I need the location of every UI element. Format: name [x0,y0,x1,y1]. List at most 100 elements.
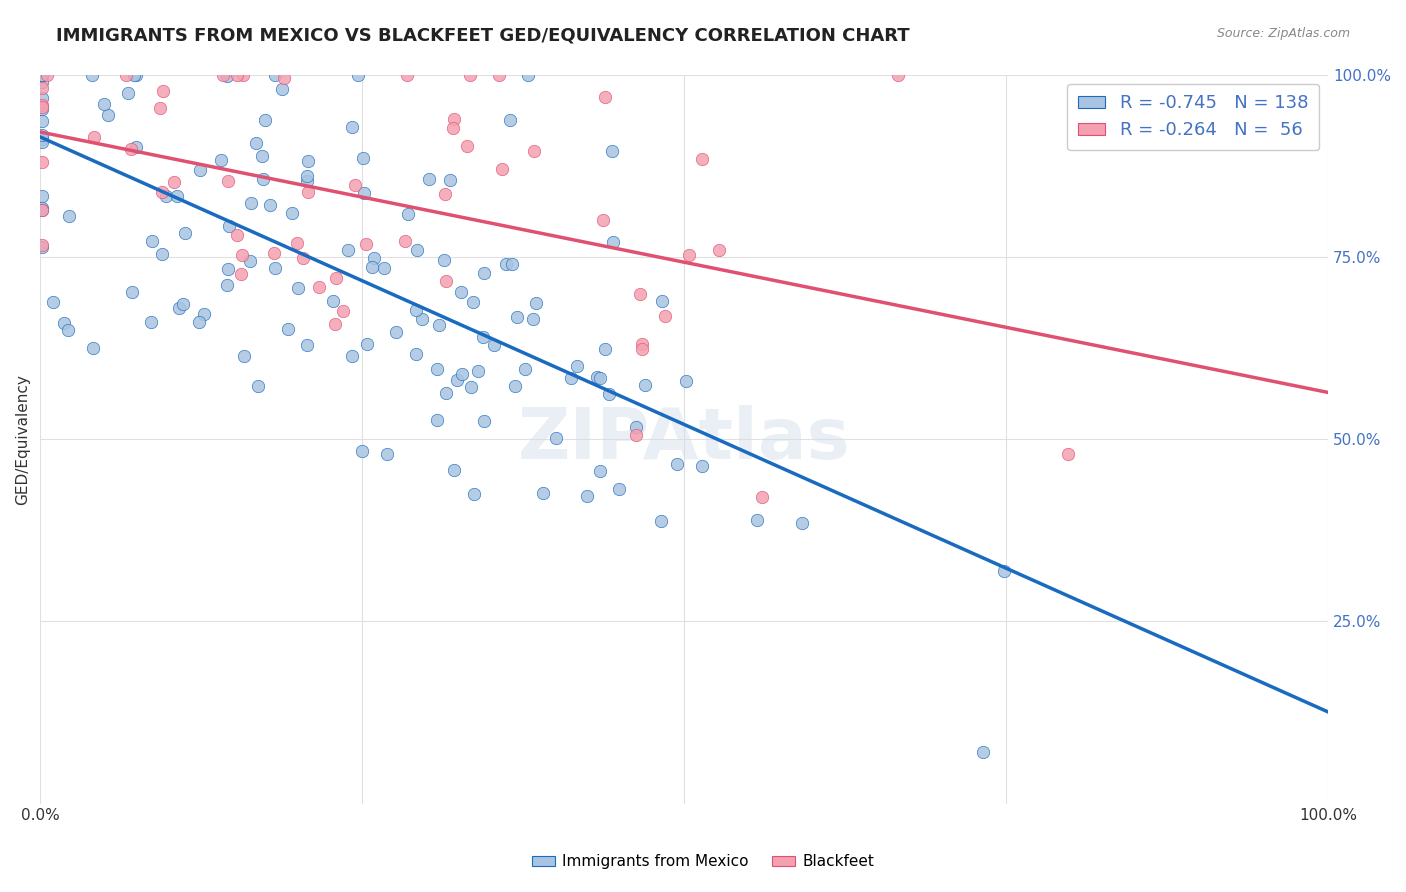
Blackfeet [456,138,478,153]
Immigrants from Mexico [31,68,53,82]
Immigrants from Mexico [471,330,494,344]
Immigrants from Mexico [501,257,523,271]
Immigrants from Mexico [245,136,267,150]
Immigrants from Mexico [418,172,440,186]
Immigrants from Mexico [124,68,146,82]
Immigrants from Mexico [524,295,547,310]
Immigrants from Mexico [352,444,374,458]
Immigrants from Mexico [173,226,195,240]
Immigrants from Mexico [513,362,536,376]
Immigrants from Mexico [396,207,419,221]
Immigrants from Mexico [31,202,53,216]
Blackfeet [751,490,773,504]
Immigrants from Mexico [565,359,588,374]
Immigrants from Mexico [531,486,554,500]
Blackfeet [31,203,53,218]
Blackfeet [292,251,315,265]
Immigrants from Mexico [56,323,79,337]
Blackfeet [231,248,253,262]
Immigrants from Mexico [472,266,495,280]
Immigrants from Mexico [31,240,53,254]
Immigrants from Mexico [233,349,256,363]
Immigrants from Mexico [217,262,239,277]
Blackfeet [488,68,510,82]
Text: Source: ZipAtlas.com: Source: ZipAtlas.com [1216,27,1350,40]
Immigrants from Mexico [460,380,482,394]
Immigrants from Mexico [31,114,53,128]
Legend: Immigrants from Mexico, Blackfeet: Immigrants from Mexico, Blackfeet [526,848,880,875]
Immigrants from Mexico [124,68,146,82]
Immigrants from Mexico [271,82,294,96]
Immigrants from Mexico [217,277,239,292]
Immigrants from Mexico [187,315,209,329]
Immigrants from Mexico [31,135,53,149]
Blackfeet [217,174,239,188]
Y-axis label: GED/Equivalency: GED/Equivalency [15,374,30,505]
Blackfeet [436,274,458,288]
Blackfeet [31,98,53,112]
Blackfeet [229,267,252,281]
Blackfeet [491,161,513,176]
Immigrants from Mexico [363,251,385,265]
Immigrants from Mexico [607,482,630,496]
Immigrants from Mexico [598,387,620,401]
Immigrants from Mexico [361,260,384,275]
Blackfeet [226,68,249,82]
Immigrants from Mexico [280,206,302,220]
Immigrants from Mexico [505,379,527,393]
Immigrants from Mexico [461,295,484,310]
Immigrants from Mexico [506,310,529,325]
Immigrants from Mexico [117,86,139,100]
Blackfeet [149,101,172,115]
Blackfeet [83,130,105,145]
Immigrants from Mexico [405,302,427,317]
Immigrants from Mexico [238,253,260,268]
Immigrants from Mexico [385,325,408,339]
Blackfeet [592,213,614,227]
Immigrants from Mexico [31,75,53,89]
Immigrants from Mexico [188,163,211,178]
Immigrants from Mexico [517,68,540,82]
Immigrants from Mexico [121,285,143,300]
Immigrants from Mexico [252,172,274,186]
Immigrants from Mexico [31,68,53,82]
Immigrants from Mexico [482,338,505,352]
Immigrants from Mexico [589,465,612,479]
Immigrants from Mexico [217,69,239,83]
Immigrants from Mexico [155,189,177,203]
Immigrants from Mexico [405,347,427,361]
Immigrants from Mexico [406,243,429,257]
Immigrants from Mexico [31,68,53,82]
Blackfeet [31,155,53,169]
Immigrants from Mexico [277,322,299,336]
Blackfeet [394,234,416,248]
Immigrants from Mexico [31,68,53,82]
Immigrants from Mexico [792,516,814,530]
Immigrants from Mexico [218,219,240,233]
Immigrants from Mexico [993,564,1015,578]
Blackfeet [1057,447,1080,461]
Blackfeet [163,175,186,189]
Immigrants from Mexico [589,370,612,384]
Immigrants from Mexico [141,234,163,248]
Immigrants from Mexico [336,243,359,257]
Immigrants from Mexico [125,140,148,154]
Immigrants from Mexico [373,261,395,276]
Blackfeet [631,343,654,357]
Immigrants from Mexico [426,362,449,376]
Immigrants from Mexico [42,294,65,309]
Immigrants from Mexico [209,153,232,167]
Blackfeet [626,428,648,442]
Immigrants from Mexico [31,68,53,82]
Immigrants from Mexico [150,247,173,261]
Blackfeet [120,142,142,156]
Immigrants from Mexico [31,203,53,218]
Immigrants from Mexico [31,68,53,82]
Immigrants from Mexico [297,169,319,183]
Immigrants from Mexico [31,189,53,203]
Immigrants from Mexico [411,311,433,326]
Immigrants from Mexico [544,431,567,445]
Immigrants from Mexico [93,97,115,112]
Immigrants from Mexico [451,368,474,382]
Blackfeet [628,286,651,301]
